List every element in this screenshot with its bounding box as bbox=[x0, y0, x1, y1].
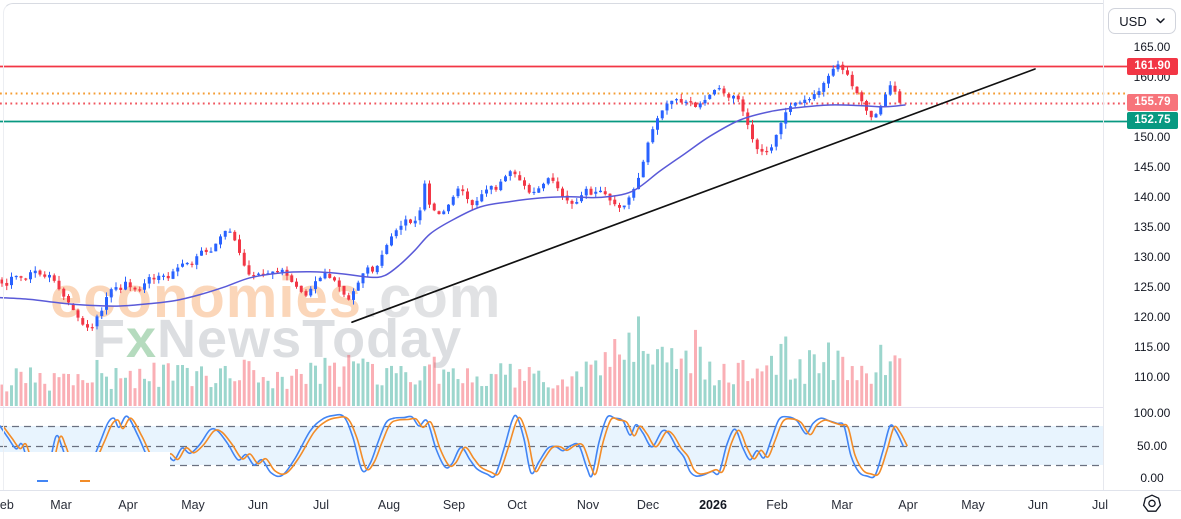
time-axis-label-aug: Aug bbox=[377, 498, 401, 512]
price-badge-current-price: 155.79 bbox=[1127, 94, 1178, 112]
time-axis-label-may: May bbox=[961, 498, 985, 512]
currency-selector-button[interactable]: USD bbox=[1108, 8, 1176, 34]
time-axis-label-apr: Apr bbox=[118, 498, 138, 512]
time-axis-label-mar: Mar bbox=[50, 498, 72, 512]
time-axis-label-apr: Apr bbox=[898, 498, 918, 512]
price-badge-resistance: 161.90 bbox=[1127, 57, 1178, 75]
time-axis-label-jun: Jun bbox=[1027, 498, 1049, 512]
time-axis-label-dec: Dec bbox=[636, 498, 660, 512]
price-axis-label: 120.00 bbox=[1133, 310, 1171, 325]
price-axis-label: 115.00 bbox=[1134, 340, 1170, 355]
oscillator-axis-label: 100.00 bbox=[1133, 406, 1171, 420]
time-axis[interactable]: Feb Mar Apr May Jun Jul Aug Sep Oct Nov Dec 2026 Feb… bbox=[0, 491, 1181, 519]
price-axis-label: 165.00 bbox=[1133, 40, 1171, 55]
currency-label: USD bbox=[1119, 13, 1147, 29]
time-axis-label-mar: Mar bbox=[831, 498, 853, 512]
time-axis-separator bbox=[0, 490, 1181, 491]
price-axis-label: 150.00 bbox=[1133, 130, 1171, 145]
price-axis-label: 135.00 bbox=[1133, 220, 1171, 235]
time-axis-label-feb: Feb bbox=[766, 498, 788, 512]
pane-separator[interactable] bbox=[0, 407, 1103, 408]
price-axis-label: 125.00 bbox=[1133, 280, 1171, 295]
time-axis-label-2026: 2026 bbox=[699, 498, 727, 512]
price-axis-label: 140.00 bbox=[1133, 190, 1171, 205]
time-axis-label-oct: Oct bbox=[507, 498, 527, 512]
time-axis-label-nov: Nov bbox=[576, 498, 600, 512]
time-axis-label-jul: Jul bbox=[1092, 498, 1108, 512]
time-axis-label-may: May bbox=[181, 498, 205, 512]
time-axis-label-jul: Jul bbox=[313, 498, 329, 512]
time-axis-label-feb: Feb bbox=[0, 498, 14, 512]
price-badge-support: 152.75 bbox=[1127, 112, 1178, 130]
oscillator-axis-label: 0.00 bbox=[1140, 471, 1164, 485]
price-axis-label: 130.00 bbox=[1133, 250, 1171, 265]
time-axis-label-jun: Jun bbox=[247, 498, 269, 512]
settings-hexagon-icon[interactable] bbox=[1141, 494, 1163, 513]
price-axis-separator bbox=[1103, 0, 1104, 490]
price-axis-label: 145.00 bbox=[1133, 160, 1171, 175]
price-axis[interactable]: 165.00160.00155.00150.00145.00140.00135.… bbox=[1103, 0, 1181, 490]
time-axis-label-sep: Sep bbox=[442, 498, 466, 512]
chevron-down-icon bbox=[1155, 18, 1165, 24]
oscillator-axis-label: 50.00 bbox=[1136, 438, 1168, 453]
price-axis-label: 110.00 bbox=[1134, 370, 1170, 385]
